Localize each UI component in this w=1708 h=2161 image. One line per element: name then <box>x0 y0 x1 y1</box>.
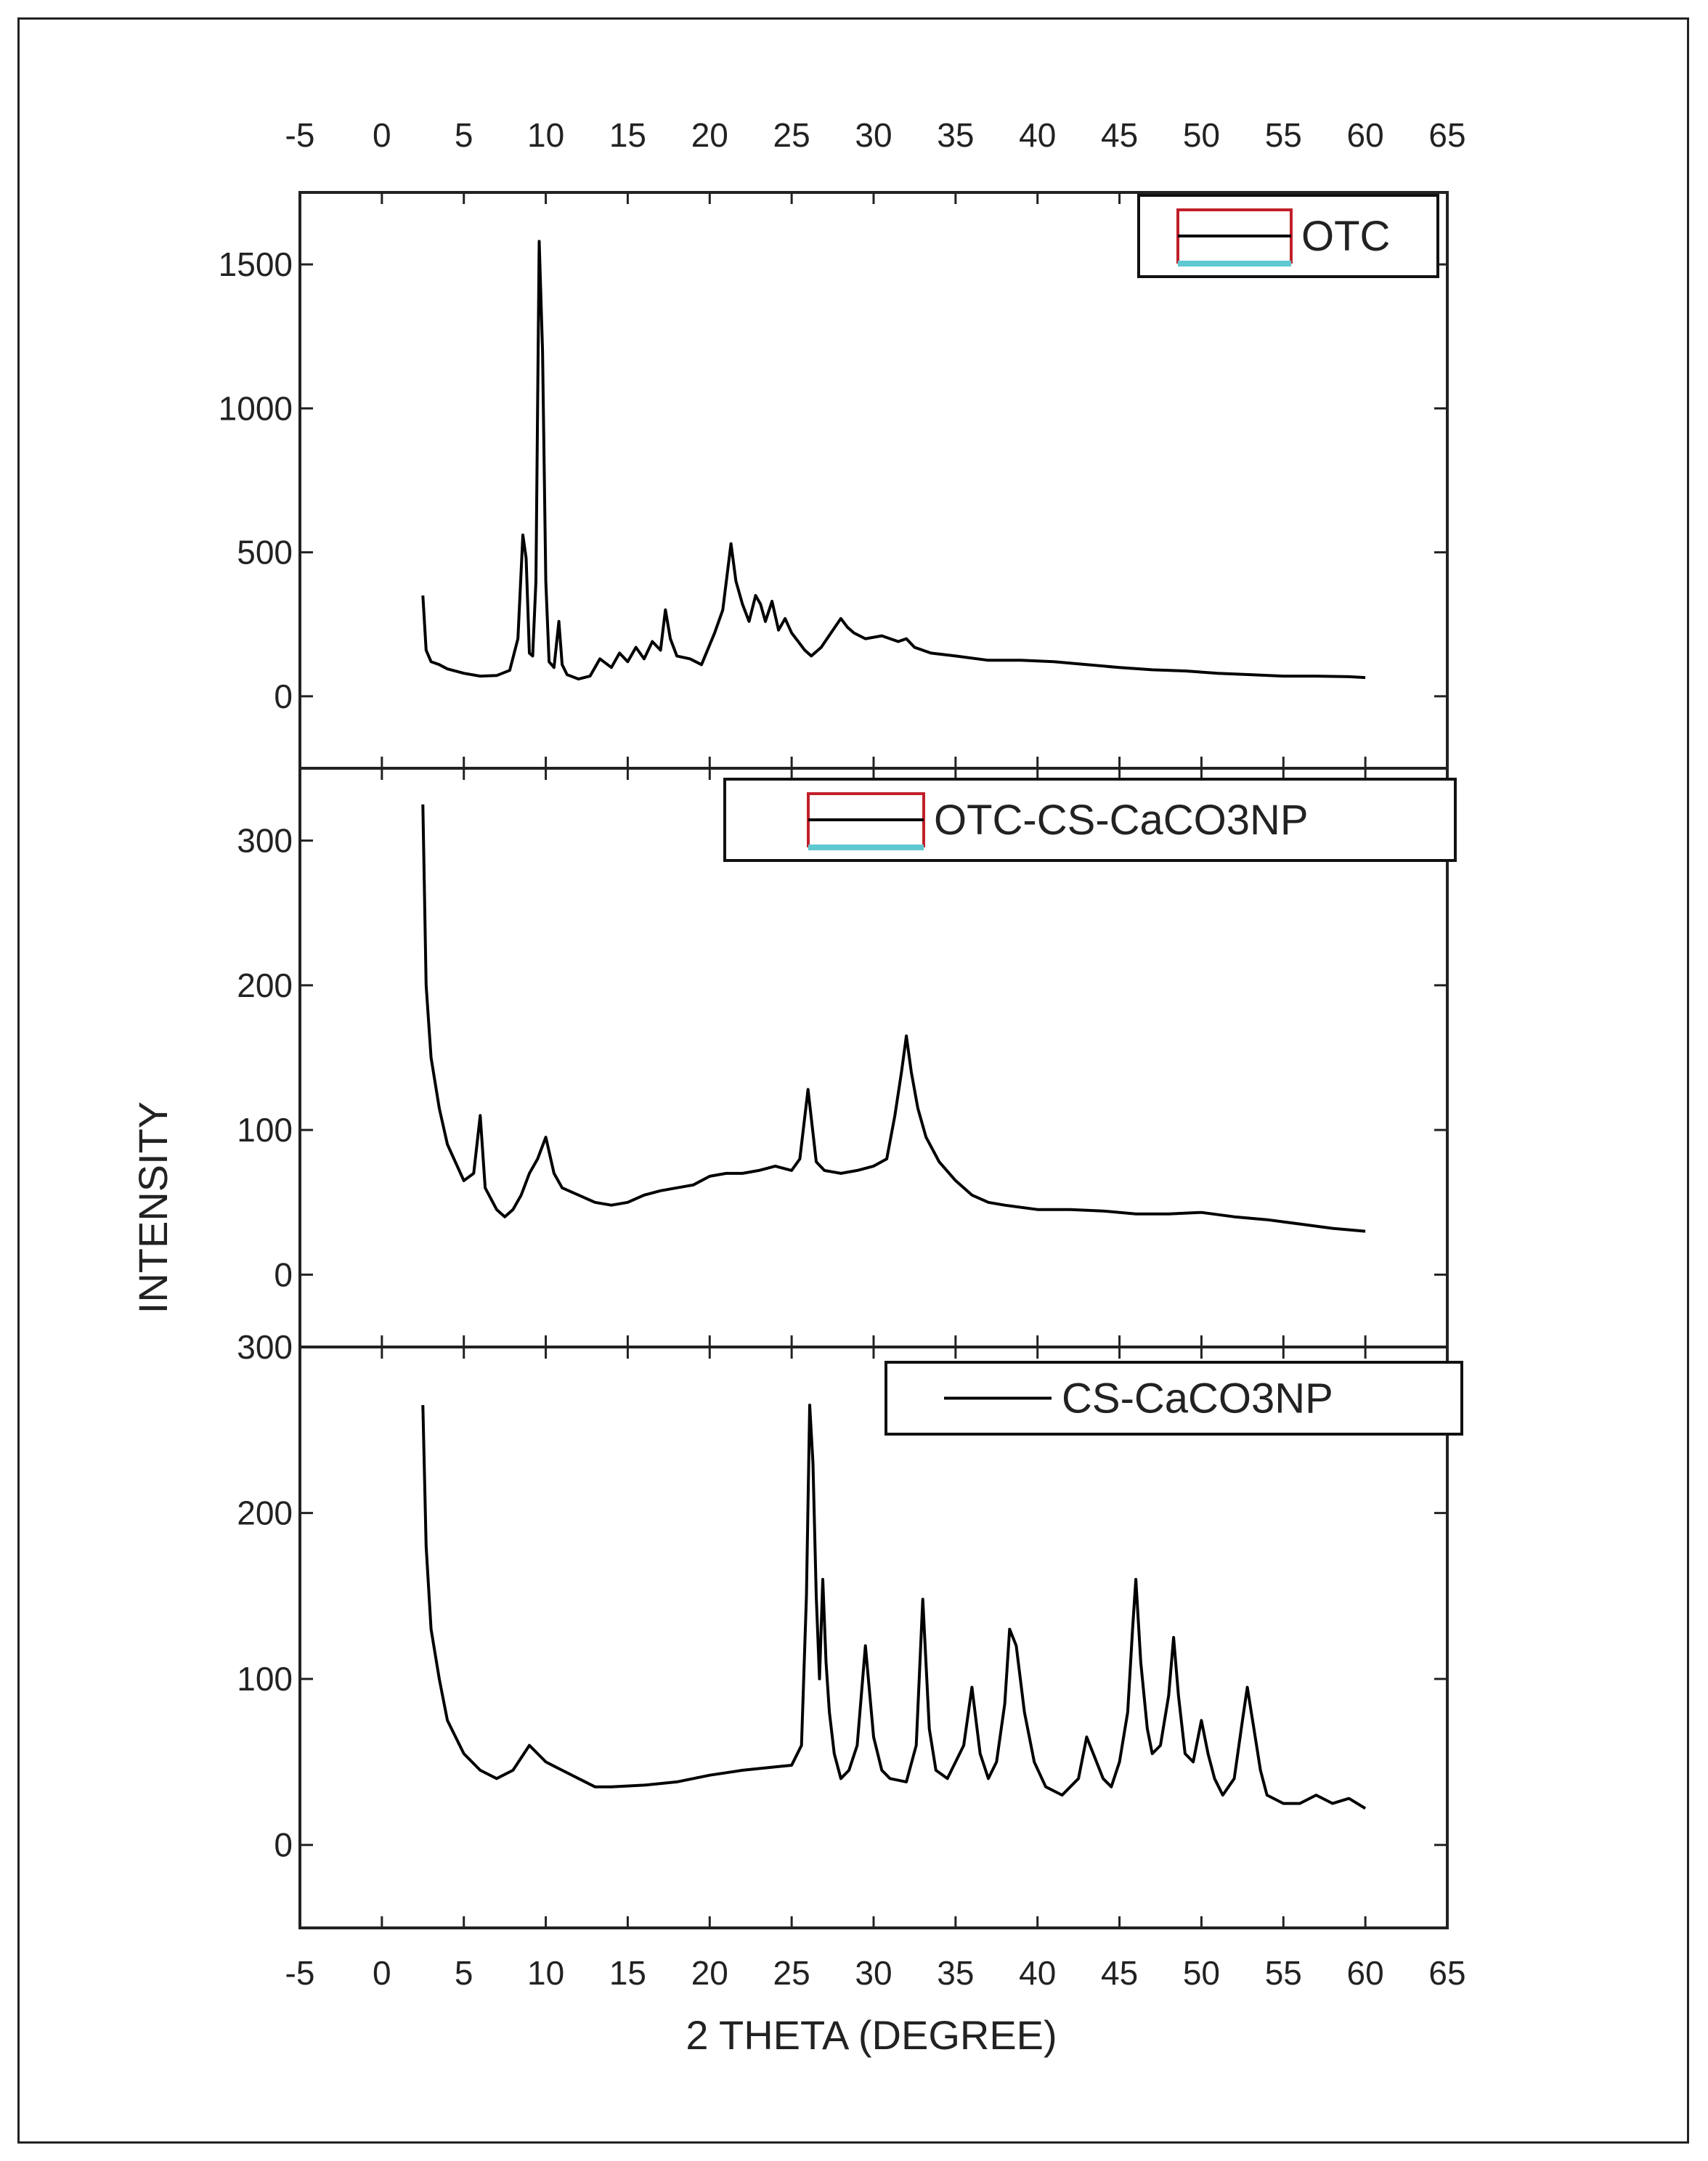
x-tick-label: -5 <box>285 1954 315 1992</box>
x-tick-label-top: 30 <box>855 116 892 154</box>
x-tick-label-top: 0 <box>373 116 391 154</box>
y-tick-label: 500 <box>237 534 293 571</box>
x-tick-label: 30 <box>855 1954 892 1992</box>
legend-label: CS-CaCO3NP <box>1062 1375 1333 1423</box>
legend-label: OTC <box>1301 213 1390 260</box>
x-tick-label: 40 <box>1019 1954 1056 1992</box>
x-tick-label: 0 <box>373 1954 391 1992</box>
x-tick-label: 65 <box>1428 1954 1465 1992</box>
y-tick-label: 300 <box>237 1328 293 1366</box>
panel-frames <box>298 191 1449 1929</box>
legends-layer: OTC OTC-CS-CaCO3NP CS-CaCO3NP <box>723 194 1463 1436</box>
curves-layer <box>421 240 1367 1810</box>
series-line-cs-caco3np <box>421 1404 1367 1810</box>
y-tick-label: 100 <box>237 1111 293 1149</box>
x-tick-label-top: 5 <box>455 116 473 154</box>
legend: OTC-CS-CaCO3NP <box>723 778 1457 862</box>
x-tick-label-top: 45 <box>1101 116 1138 154</box>
y-tick-label: 200 <box>237 1494 293 1532</box>
y-tick-label: 0 <box>274 1256 293 1293</box>
x-tick-label: 60 <box>1347 1954 1384 1992</box>
x-tick-label-top: 35 <box>937 116 974 154</box>
x-tick-label-top: 20 <box>691 116 728 154</box>
x-tick-label-top: 50 <box>1183 116 1220 154</box>
x-tick-label-top: -5 <box>285 116 315 154</box>
panel-frame <box>298 191 1449 770</box>
x-tick-label: 55 <box>1265 1954 1302 1992</box>
x-tick-label-top: 25 <box>773 116 810 154</box>
ticks-layer <box>298 192 1449 1928</box>
legend: OTC <box>1137 194 1439 278</box>
x-tick-label: 25 <box>773 1954 810 1992</box>
x-tick-label-top: 60 <box>1347 116 1384 154</box>
y-tick-label: 300 <box>237 822 293 860</box>
y-tick-label: 200 <box>237 966 293 1004</box>
x-tick-label-top: 55 <box>1265 116 1302 154</box>
y-tick-label: 100 <box>237 1660 293 1698</box>
legend: CS-CaCO3NP <box>884 1361 1463 1436</box>
series-line-otc <box>421 240 1366 681</box>
x-tick-label: 20 <box>691 1954 728 1992</box>
y-tick-label: 1500 <box>219 245 293 283</box>
legend-label: OTC-CS-CaCO3NP <box>934 797 1309 844</box>
x-tick-label: 10 <box>527 1954 564 1992</box>
y-axis-title: INTENSITY <box>130 1102 176 1314</box>
x-tick-label-top: 40 <box>1019 116 1056 154</box>
x-tick-label: 35 <box>937 1954 974 1992</box>
figure-frame <box>17 17 1689 2144</box>
x-tick-label: 45 <box>1101 1954 1138 1992</box>
x-tick-label-top: 10 <box>527 116 564 154</box>
x-axis-title: 2 THETA (DEGREE) <box>686 2012 1057 2058</box>
y-tick-label: 0 <box>274 1826 293 1864</box>
series-line-otc-cs-caco3np <box>421 804 1366 1233</box>
y-tick-label: 0 <box>274 677 293 715</box>
x-tick-label: 5 <box>455 1954 473 1992</box>
x-tick-label: 15 <box>609 1954 646 1992</box>
x-tick-label-top: 65 <box>1428 116 1465 154</box>
x-tick-label: 50 <box>1183 1954 1220 1992</box>
labels-layer: 05001000150001002003000100200300-5-50055… <box>219 116 1466 1992</box>
x-tick-label-top: 15 <box>609 116 646 154</box>
y-tick-label: 1000 <box>219 389 293 427</box>
